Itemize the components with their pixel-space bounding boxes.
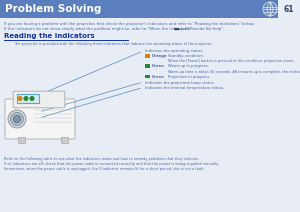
FancyBboxPatch shape: [13, 91, 65, 108]
Text: Green: Green: [152, 64, 165, 68]
Text: Indicates the internal temperature status.: Indicates the internal temperature statu…: [145, 86, 224, 91]
Text: ■■: ■■: [174, 27, 181, 31]
Text: Reading the Indicators: Reading the Indicators: [4, 33, 94, 39]
Circle shape: [263, 2, 277, 16]
Text: Indicates the operating status.: Indicates the operating status.: [145, 49, 203, 53]
Text: Warm-up in progress.: Warm-up in progress.: [168, 64, 209, 68]
Text: Orange: Orange: [152, 54, 167, 58]
Circle shape: [13, 115, 21, 123]
Text: If all indicators are off, check that the power cable is connected correctly and: If all indicators are off, check that th…: [4, 162, 219, 166]
Text: Indicates the projection lamp status.: Indicates the projection lamp status.: [145, 81, 215, 85]
FancyBboxPatch shape: [17, 94, 39, 103]
Bar: [145, 54, 150, 57]
Bar: [145, 75, 150, 78]
Text: Refer to the following table to see what the indicators mean and how to remedy p: Refer to the following table to see what…: [4, 157, 199, 161]
FancyBboxPatch shape: [61, 138, 68, 144]
Circle shape: [24, 97, 28, 100]
Text: Green: Green: [152, 75, 165, 79]
Text: Warm-up time is about 30 seconds. After warm-up is complete, the indicator stops: Warm-up time is about 30 seconds. After …: [168, 70, 300, 74]
Text: Problem Solving: Problem Solving: [5, 4, 101, 14]
Text: If the indicators do not show clearly what the problem might be, refer to "When : If the indicators do not show clearly wh…: [4, 27, 224, 31]
FancyBboxPatch shape: [5, 99, 75, 139]
Circle shape: [11, 113, 23, 126]
Text: 61: 61: [284, 4, 294, 14]
Circle shape: [18, 97, 22, 100]
Circle shape: [30, 97, 34, 100]
Bar: [145, 64, 150, 68]
Text: When the [Power] button is pressed in this condition, projection starts.: When the [Power] button is pressed in th…: [168, 59, 295, 63]
Text: The projector is provided with the following three indicators that indicate the : The projector is provided with the follo…: [14, 42, 212, 46]
Text: p.64: p.64: [180, 27, 190, 31]
FancyBboxPatch shape: [19, 138, 26, 144]
Circle shape: [8, 110, 26, 128]
Bar: [278, 0, 300, 18]
Text: Sometimes, when the power cable is unplugged, the O indicator remains lit for a : Sometimes, when the power cable is unplu…: [4, 167, 205, 171]
Text: Standby condition.: Standby condition.: [168, 54, 204, 58]
Text: If you are having a problem with the projector, first check the projector's indi: If you are having a problem with the pro…: [4, 22, 254, 26]
Text: Projection in progress.: Projection in progress.: [168, 75, 211, 79]
Bar: [0, 0, 300, 18]
